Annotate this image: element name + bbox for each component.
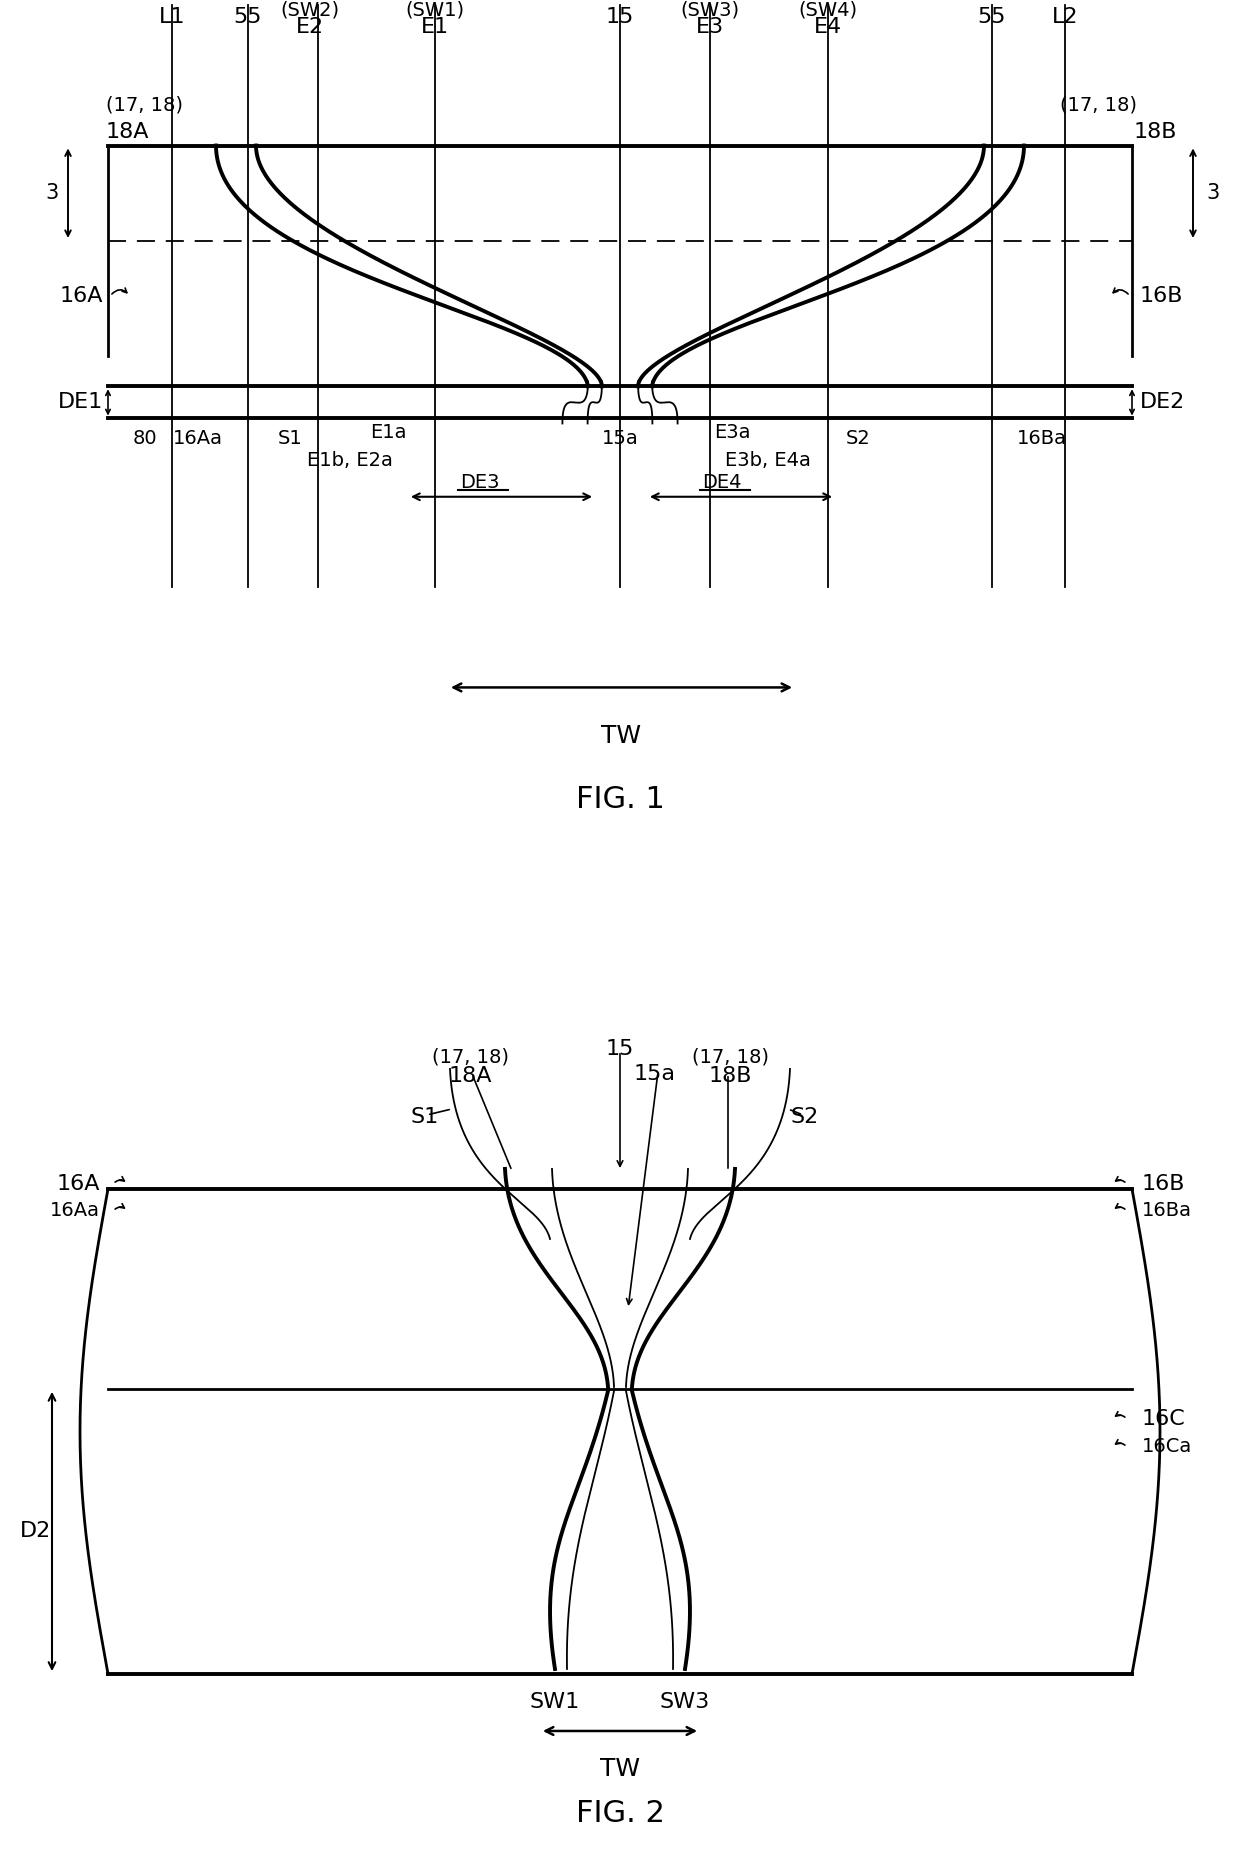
Text: 16C: 16C	[1142, 1409, 1185, 1430]
Text: S1: S1	[278, 430, 303, 449]
Text: 15: 15	[606, 7, 634, 26]
Text: DE1: DE1	[58, 392, 103, 413]
Text: SW1: SW1	[529, 1691, 580, 1712]
Text: 16Ca: 16Ca	[1142, 1437, 1192, 1456]
Text: 18A: 18A	[448, 1065, 492, 1086]
Text: E3: E3	[696, 17, 724, 37]
Text: E3b, E4a: E3b, E4a	[725, 450, 811, 471]
Text: 16Aa: 16Aa	[50, 1202, 100, 1220]
Text: 3: 3	[46, 183, 58, 204]
Text: (SW2): (SW2)	[280, 0, 340, 19]
Text: 16Aa: 16Aa	[174, 430, 223, 449]
Text: 55: 55	[978, 7, 1006, 26]
Text: (SW1): (SW1)	[405, 0, 465, 19]
Text: (17, 18): (17, 18)	[1060, 95, 1137, 114]
Text: S2: S2	[846, 430, 870, 449]
Text: (17, 18): (17, 18)	[105, 95, 184, 114]
Text: 16A: 16A	[57, 1174, 100, 1194]
Text: E1: E1	[420, 17, 449, 37]
Text: (SW4): (SW4)	[799, 0, 858, 19]
Text: 18B: 18B	[708, 1065, 751, 1086]
Text: E2: E2	[296, 17, 324, 37]
Text: 16B: 16B	[1142, 1174, 1185, 1194]
Text: 55: 55	[234, 7, 262, 26]
Text: 16Ba: 16Ba	[1142, 1202, 1192, 1220]
Text: 15a: 15a	[601, 430, 639, 449]
Text: DE2: DE2	[1140, 392, 1185, 413]
Text: E4: E4	[813, 17, 842, 37]
Text: L2: L2	[1052, 7, 1079, 26]
Text: 15: 15	[606, 1039, 634, 1060]
Text: DE4: DE4	[702, 473, 742, 492]
Text: 16Ba: 16Ba	[1017, 430, 1066, 449]
Text: (17, 18): (17, 18)	[432, 1047, 508, 1067]
Text: S2: S2	[791, 1106, 820, 1127]
Text: 3: 3	[1207, 183, 1220, 204]
Text: TW: TW	[600, 1757, 640, 1781]
Text: D2: D2	[20, 1521, 51, 1542]
Text: (17, 18): (17, 18)	[692, 1047, 769, 1067]
Text: FIG. 1: FIG. 1	[575, 785, 665, 815]
Text: 80: 80	[133, 430, 157, 449]
Text: L1: L1	[159, 7, 185, 26]
Text: 18B: 18B	[1135, 123, 1178, 142]
Text: FIG. 2: FIG. 2	[575, 1800, 665, 1828]
Text: (SW3): (SW3)	[681, 0, 739, 19]
Text: E1a: E1a	[370, 422, 407, 443]
Text: 16B: 16B	[1140, 286, 1183, 307]
Text: DE3: DE3	[460, 473, 500, 492]
Text: E3a: E3a	[714, 422, 750, 443]
Text: 18A: 18A	[105, 123, 150, 142]
Text: TW: TW	[601, 723, 641, 748]
Text: E1b, E2a: E1b, E2a	[308, 450, 393, 471]
Text: 16A: 16A	[60, 286, 103, 307]
Text: S1: S1	[410, 1106, 439, 1127]
Text: 15a: 15a	[634, 1063, 676, 1084]
Text: SW3: SW3	[660, 1691, 711, 1712]
